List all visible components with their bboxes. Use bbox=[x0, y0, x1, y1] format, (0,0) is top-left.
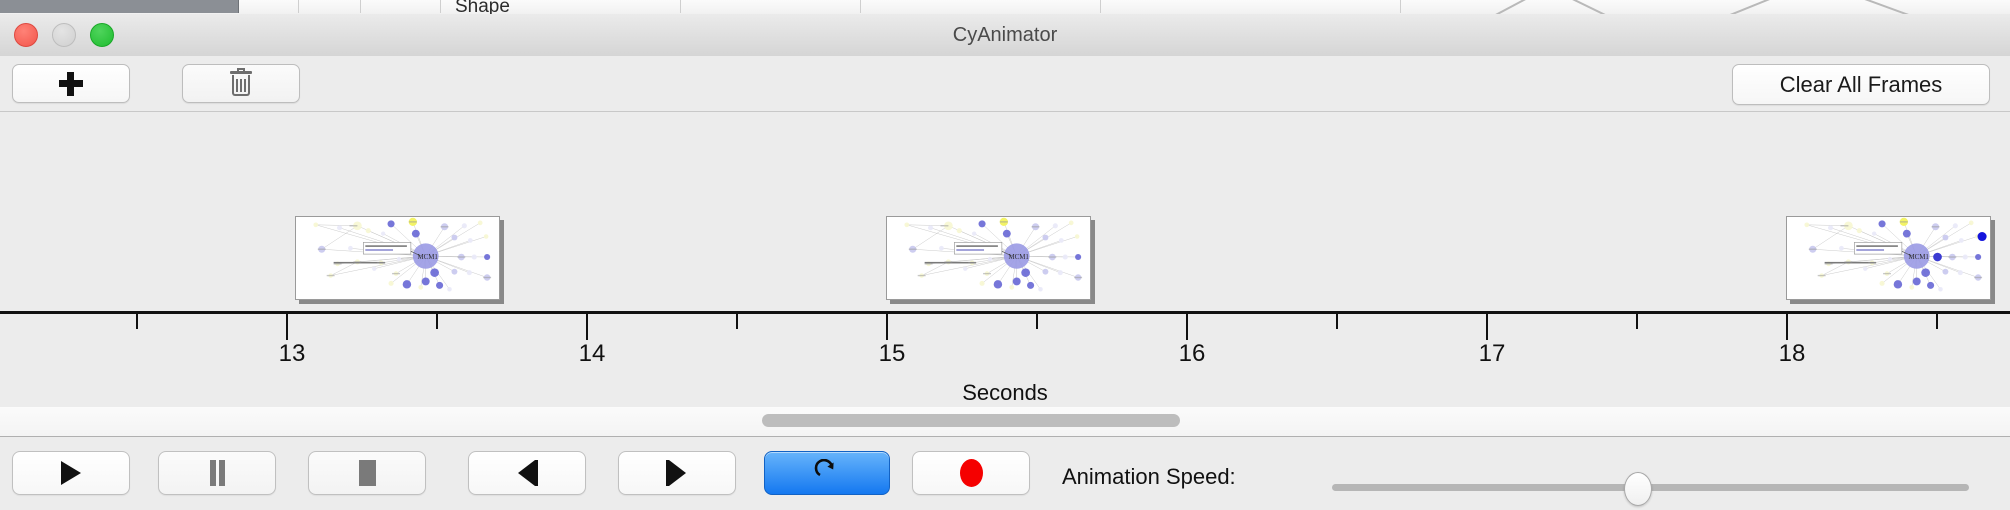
stop-button[interactable] bbox=[308, 451, 426, 495]
record-button[interactable] bbox=[912, 451, 1030, 495]
axis-tick-label: 18 bbox=[1778, 340, 1806, 367]
minimize-button[interactable] bbox=[52, 23, 76, 47]
background-shape-label: Shape bbox=[455, 0, 510, 14]
background-selected-tab bbox=[0, 0, 239, 13]
background-cell bbox=[360, 0, 441, 13]
transport-bar: Animation Speed: bbox=[0, 437, 2010, 510]
toolbar: Clear All Frames bbox=[0, 56, 2010, 112]
loop-icon bbox=[814, 458, 840, 487]
frame-thumbnail[interactable]: MCM1 bbox=[1786, 216, 1991, 300]
network-thumbnail-image: MCM1 bbox=[1787, 217, 1990, 299]
background-cell bbox=[298, 0, 361, 13]
record-icon bbox=[959, 459, 983, 487]
skip-backward-icon bbox=[516, 460, 538, 486]
add-frame-button[interactable] bbox=[12, 64, 130, 103]
timeline-axis bbox=[0, 311, 2010, 314]
stop-icon bbox=[358, 460, 376, 486]
axis-tick-minor bbox=[436, 314, 438, 329]
network-thumbnail-image: MCM1 bbox=[887, 217, 1090, 299]
trash-icon bbox=[230, 67, 252, 97]
svg-text:MCM1: MCM1 bbox=[418, 254, 439, 261]
window-controls bbox=[14, 23, 134, 47]
axis-tick-minor bbox=[1936, 314, 1938, 329]
close-button[interactable] bbox=[14, 23, 38, 47]
plus-icon bbox=[58, 71, 84, 97]
network-thumbnail-image: MCM1 bbox=[296, 217, 499, 299]
background-cell bbox=[440, 0, 681, 13]
axis-title: Seconds bbox=[962, 380, 1048, 405]
frame-thumbnail[interactable]: MCM1 bbox=[295, 216, 500, 300]
loop-toggle-button[interactable] bbox=[764, 451, 890, 495]
frame-thumbnail[interactable]: MCM1 bbox=[886, 216, 1091, 300]
delete-frame-button[interactable] bbox=[182, 64, 300, 103]
background-app-strip: Shape bbox=[0, 0, 2010, 14]
animation-speed-knob[interactable] bbox=[1624, 472, 1652, 506]
axis-tick-label: 16 bbox=[1178, 340, 1206, 367]
timeline-scrollbar[interactable] bbox=[0, 407, 2010, 437]
svg-text:MCM1: MCM1 bbox=[1009, 254, 1030, 261]
axis-tick-minor bbox=[1636, 314, 1638, 329]
maximize-button[interactable] bbox=[90, 23, 114, 47]
play-button[interactable] bbox=[12, 451, 130, 495]
axis-tick-minor bbox=[136, 314, 138, 329]
background-cell bbox=[1100, 0, 1401, 13]
axis-tick-major bbox=[286, 314, 288, 340]
window-title: CyAnimator bbox=[952, 24, 1058, 46]
axis-tick-major bbox=[1486, 314, 1488, 340]
axis-tick-label: 14 bbox=[578, 340, 606, 367]
background-cell bbox=[680, 0, 861, 13]
axis-tick-major bbox=[1186, 314, 1188, 340]
skip-to-start-button[interactable] bbox=[468, 451, 586, 495]
play-icon bbox=[61, 461, 81, 485]
axis-tick-label: 17 bbox=[1478, 340, 1506, 367]
axis-tick-minor bbox=[736, 314, 738, 329]
pause-button[interactable] bbox=[158, 451, 276, 495]
timeline-scrollbar-thumb[interactable] bbox=[762, 414, 1180, 427]
skip-forward-icon bbox=[666, 460, 688, 486]
skip-to-end-button[interactable] bbox=[618, 451, 736, 495]
background-cell bbox=[238, 0, 299, 13]
axis-tick-minor bbox=[1336, 314, 1338, 329]
background-cell bbox=[860, 0, 1101, 13]
axis-tick-label: 15 bbox=[878, 340, 906, 367]
axis-tick-major bbox=[886, 314, 888, 340]
pause-icon bbox=[208, 460, 226, 486]
axis-tick-label: 13 bbox=[278, 340, 306, 367]
axis-tick-minor bbox=[1036, 314, 1038, 329]
background-tabbar bbox=[0, 0, 2010, 14]
svg-text:MCM1: MCM1 bbox=[1909, 254, 1930, 261]
animation-speed-label: Animation Speed: bbox=[1062, 464, 1236, 489]
clear-all-frames-button[interactable]: Clear All Frames bbox=[1732, 64, 1990, 105]
axis-tick-major bbox=[1786, 314, 1788, 340]
title-bar: CyAnimator bbox=[0, 14, 2010, 57]
axis-tick-major bbox=[586, 314, 588, 340]
